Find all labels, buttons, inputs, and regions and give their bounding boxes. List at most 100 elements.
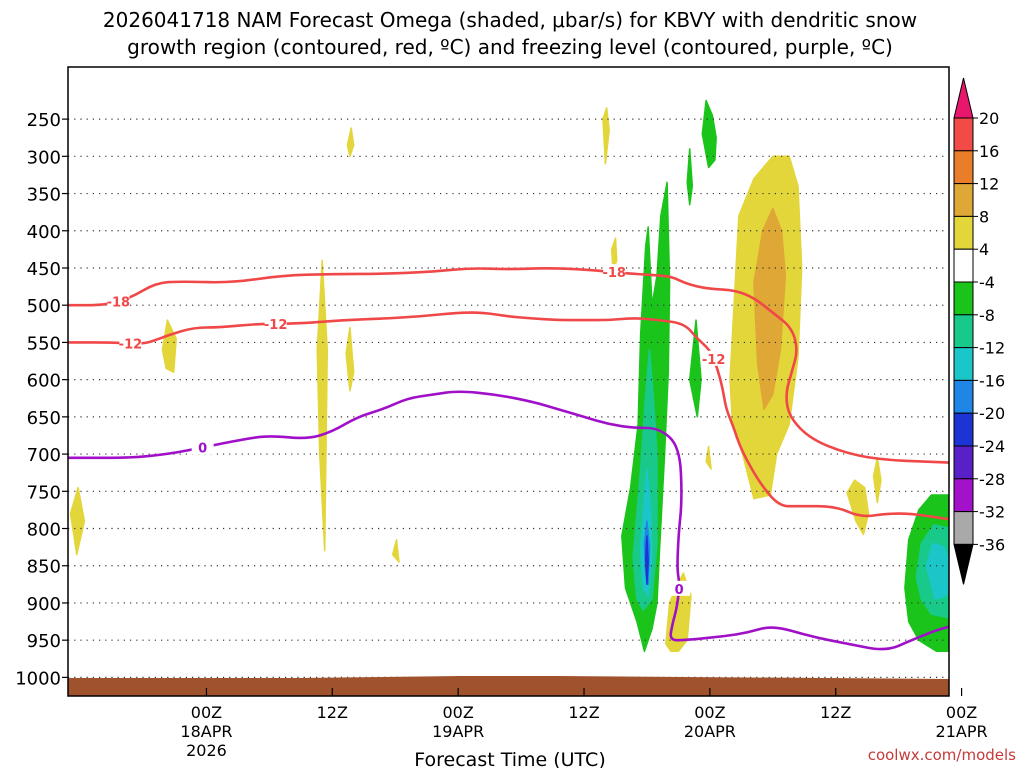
omega-area-15 (686, 148, 694, 206)
y-tick-label-550: 550 (27, 333, 61, 354)
contour-label-bg (702, 350, 725, 366)
colorbar-box-6 (953, 314, 974, 349)
x-tick-label-4-1: 20APR (684, 722, 736, 741)
x-tick-label-2-1: 19APR (432, 722, 484, 741)
y-tick-label-800: 800 (27, 520, 61, 541)
y-tick-label-300: 300 (27, 147, 61, 168)
colorbar-bottom-triangle (953, 543, 974, 585)
x-tick-label-2-0: 00Z (442, 703, 473, 722)
colorbar-label-1: 16 (979, 142, 999, 161)
x-tick-label-4-0: 00Z (694, 703, 725, 722)
omega-area-0 (346, 127, 355, 158)
colorbar-label-8: -16 (979, 371, 1005, 390)
contour-line-0 (68, 390, 949, 651)
x-tick-label-3-0: 12Z (568, 703, 599, 722)
y-tick-label-850: 850 (27, 557, 61, 578)
y-tick-label-250: 250 (27, 110, 61, 131)
contour-label-bg (264, 315, 287, 331)
plot-frame (67, 66, 950, 697)
omega-shading (69, 99, 949, 653)
colorbar-box-7 (953, 347, 974, 381)
y-tick-label-450: 450 (27, 259, 61, 280)
temperature-contours: -18 -18 -12 -12 -12 0 0 (68, 264, 949, 651)
y-tick-label-500: 500 (27, 296, 61, 317)
contour-label--12: -12 (119, 337, 143, 352)
contour-label-bg (603, 264, 626, 280)
contour-label-0: 0 (198, 441, 207, 456)
x-tick-label-5-0: 12Z (820, 703, 851, 722)
colorbar: 20 16 12 8 4 -4 -8 -12 -16 -20 -24 -28 -32 -36 (953, 77, 1005, 585)
contour-label-bg (107, 293, 130, 309)
contour-line--12 (68, 311, 949, 521)
contour-label-bg (119, 335, 142, 351)
colorbar-box-8 (953, 379, 974, 414)
contour-label--12: -12 (264, 318, 288, 333)
x-tick-label-0-1: 18APR (180, 722, 232, 741)
omega-area-21 (644, 535, 649, 586)
contour-label--18: -18 (602, 266, 626, 281)
omega-area-6 (602, 107, 610, 165)
colorbar-box-10 (953, 445, 974, 480)
credit-text: coolwx.com/models (868, 746, 1016, 764)
contour-line--18 (68, 267, 949, 464)
y-tick-label-900: 900 (27, 594, 61, 615)
y-tick-label-950: 950 (27, 631, 61, 652)
omega-area-5 (391, 538, 400, 563)
colorbar-label-6: -8 (979, 306, 995, 325)
x-tick-label-6-1: 21APR (936, 722, 988, 741)
contour-label-bg (668, 580, 691, 596)
x-tick-label-0-0: 00Z (191, 703, 222, 722)
x-tick-label-6-0: 00Z (946, 703, 977, 722)
colorbar-label-5: -4 (979, 273, 995, 292)
colorbar-box-5 (953, 281, 974, 316)
y-tick-label-1000: 1000 (15, 668, 61, 689)
contour-label--18: -18 (107, 295, 131, 310)
chart-title-line2: growth region (contoured, red, ºC) and f… (127, 35, 893, 59)
y-tick-label-400: 400 (27, 222, 61, 243)
colorbar-box-4 (953, 248, 974, 283)
colorbar-box-0 (953, 117, 974, 152)
omega-area-3 (316, 259, 329, 552)
chart-title-line1: 2026041718 NAM Forecast Omega (shaded, μ… (103, 8, 917, 32)
colorbar-label-7: -12 (979, 339, 1005, 358)
omega-area-2 (161, 319, 177, 373)
colorbar-label-4: 4 (979, 240, 989, 259)
colorbar-box-3 (953, 215, 974, 250)
contour-label-bg (191, 439, 214, 455)
omega-area-14 (701, 99, 717, 169)
y-tick-label-600: 600 (27, 371, 61, 392)
colorbar-box-2 (953, 183, 974, 217)
colorbar-top-triangle (953, 77, 974, 119)
pressure-axis: 250 300 350 400 450 500 550 600 650 700 750 800 850 9… (15, 110, 68, 689)
contour-label-0: 0 (675, 583, 684, 598)
colorbar-box-9 (953, 412, 974, 447)
colorbar-label-12: -32 (979, 503, 1005, 522)
colorbar-label-10: -24 (979, 437, 1005, 456)
omega-area-13 (872, 457, 882, 504)
y-tick-label-750: 750 (27, 482, 61, 503)
contour-label--12: -12 (702, 353, 726, 368)
x-axis-title: Forecast Time (UTC) (414, 749, 605, 768)
y-tick-label-650: 650 (27, 408, 61, 429)
omega-area-12 (846, 479, 870, 536)
colorbar-label-11: -28 (979, 470, 1005, 489)
omega-area-4 (345, 326, 355, 392)
y-tick-label-700: 700 (27, 445, 61, 466)
colorbar-box-11 (953, 478, 974, 513)
colorbar-box-1 (953, 150, 974, 185)
y-tick-label-350: 350 (27, 185, 61, 206)
colorbar-label-3: 8 (979, 207, 989, 226)
colorbar-label-0: 20 (979, 109, 999, 128)
colorbar-label-9: -20 (979, 404, 1005, 423)
x-tick-label-1-0: 12Z (317, 703, 348, 722)
terrain-ground-strip (68, 676, 949, 696)
x-tick-label-0-2: 2026 (186, 741, 227, 760)
omega-area-1 (69, 486, 86, 556)
colorbar-label-2: 12 (979, 175, 999, 194)
colorbar-box-12 (953, 511, 974, 545)
colorbar-label-13: -36 (979, 535, 1005, 554)
omega-area-24 (925, 542, 949, 600)
omega-area-9 (705, 445, 712, 470)
